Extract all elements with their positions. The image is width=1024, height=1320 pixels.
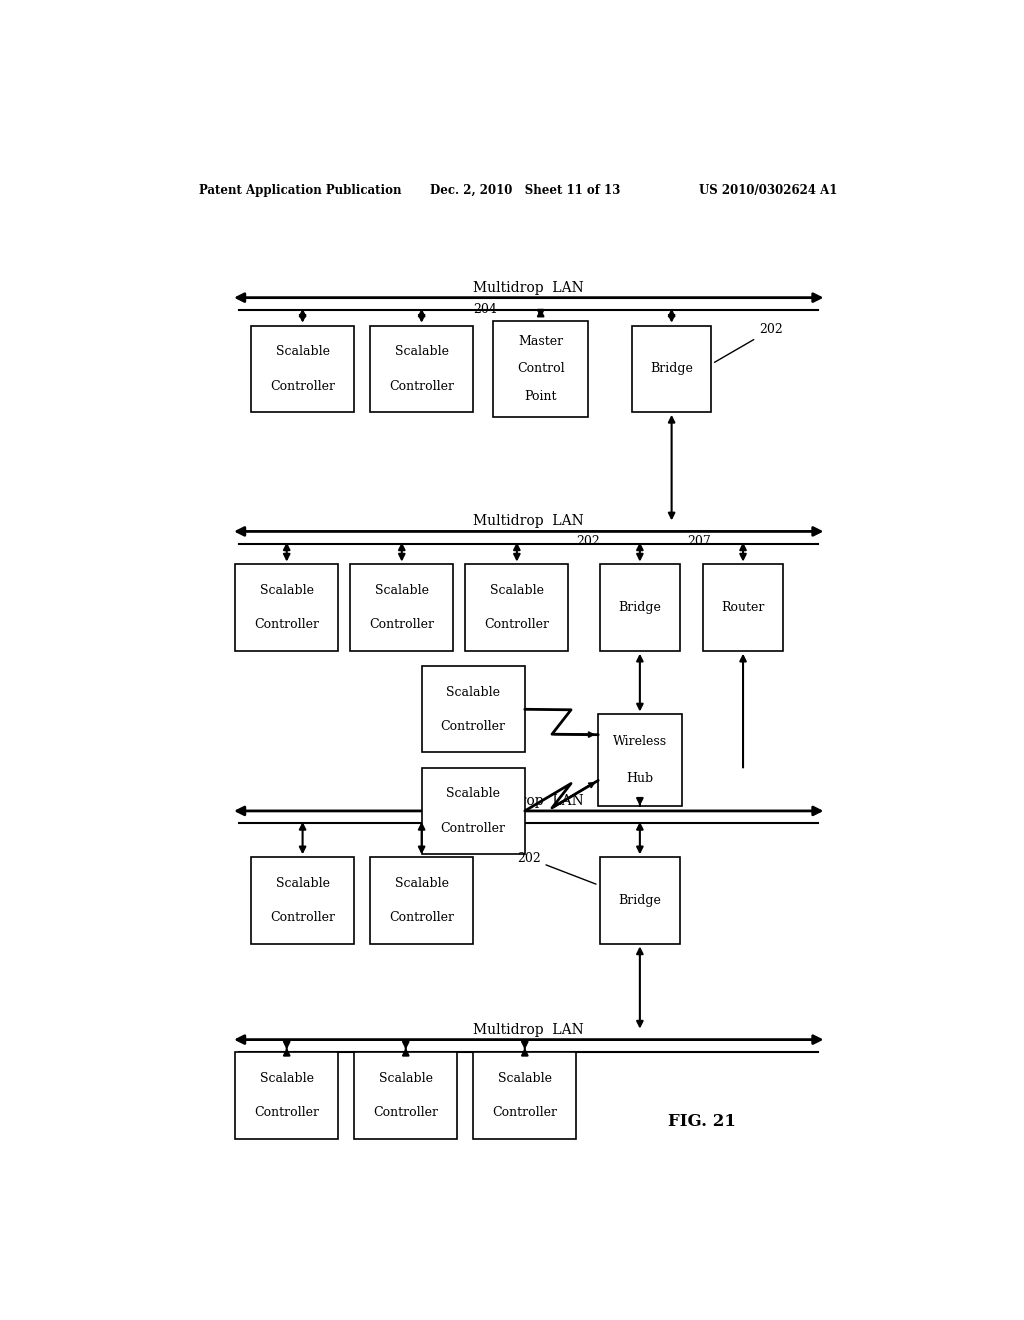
Text: 202: 202 [577, 535, 600, 548]
Text: Scalable: Scalable [394, 876, 449, 890]
Text: 204: 204 [473, 304, 497, 315]
Text: Hub: Hub [627, 772, 653, 785]
Bar [600, 565, 680, 651]
Bar [465, 565, 568, 651]
Bar [236, 565, 338, 651]
Text: Scalable: Scalable [275, 345, 330, 358]
Text: 202: 202 [715, 323, 782, 362]
Bar [251, 326, 354, 412]
Text: Scalable: Scalable [446, 787, 500, 800]
Bar [598, 714, 682, 805]
Text: Controller: Controller [389, 911, 454, 924]
Bar [370, 857, 473, 944]
Text: Controller: Controller [484, 619, 549, 631]
Bar [354, 1052, 458, 1139]
Text: Scalable: Scalable [489, 583, 544, 597]
Bar [370, 326, 473, 412]
Text: Controller: Controller [254, 1106, 319, 1119]
Bar [350, 565, 454, 651]
Text: 202: 202 [517, 851, 596, 884]
Text: Controller: Controller [440, 721, 506, 733]
Text: Controller: Controller [270, 911, 335, 924]
Text: Scalable: Scalable [260, 1072, 313, 1085]
Text: Bridge: Bridge [618, 894, 662, 907]
Bar [251, 857, 354, 944]
Text: Controller: Controller [389, 380, 454, 392]
Text: FIG. 21: FIG. 21 [668, 1114, 735, 1130]
Bar [422, 667, 524, 752]
Bar [703, 565, 782, 651]
Text: Scalable: Scalable [446, 685, 500, 698]
Text: Patent Application Publication: Patent Application Publication [200, 183, 402, 197]
Text: Multidrop  LAN: Multidrop LAN [473, 1023, 584, 1036]
Text: Scalable: Scalable [275, 876, 330, 890]
Text: Controller: Controller [440, 822, 506, 834]
Bar [600, 857, 680, 944]
Bar [473, 1052, 577, 1139]
Text: Dec. 2, 2010   Sheet 11 of 13: Dec. 2, 2010 Sheet 11 of 13 [430, 183, 620, 197]
Text: Master: Master [518, 335, 563, 347]
Text: 207: 207 [687, 535, 712, 548]
Bar [494, 321, 589, 417]
Text: Controller: Controller [370, 619, 434, 631]
Text: Scalable: Scalable [375, 583, 429, 597]
Text: Multidrop  LAN: Multidrop LAN [473, 793, 584, 808]
Bar [632, 326, 712, 412]
Text: Controller: Controller [270, 380, 335, 392]
Text: Controller: Controller [254, 619, 319, 631]
Text: Bridge: Bridge [618, 601, 662, 614]
Text: Point: Point [524, 389, 557, 403]
Text: Scalable: Scalable [394, 345, 449, 358]
Text: Router: Router [721, 601, 765, 614]
Text: Scalable: Scalable [260, 583, 313, 597]
Text: Multidrop  LAN: Multidrop LAN [473, 281, 584, 294]
Text: Control: Control [517, 362, 564, 375]
Text: Controller: Controller [374, 1106, 438, 1119]
Text: US 2010/0302624 A1: US 2010/0302624 A1 [699, 183, 838, 197]
Text: Controller: Controller [493, 1106, 557, 1119]
Bar [236, 1052, 338, 1139]
Text: Bridge: Bridge [650, 362, 693, 375]
Bar [422, 768, 524, 854]
Text: Multidrop  LAN: Multidrop LAN [473, 515, 584, 528]
Text: Wireless: Wireless [612, 735, 667, 748]
Text: Scalable: Scalable [498, 1072, 552, 1085]
Text: Scalable: Scalable [379, 1072, 433, 1085]
